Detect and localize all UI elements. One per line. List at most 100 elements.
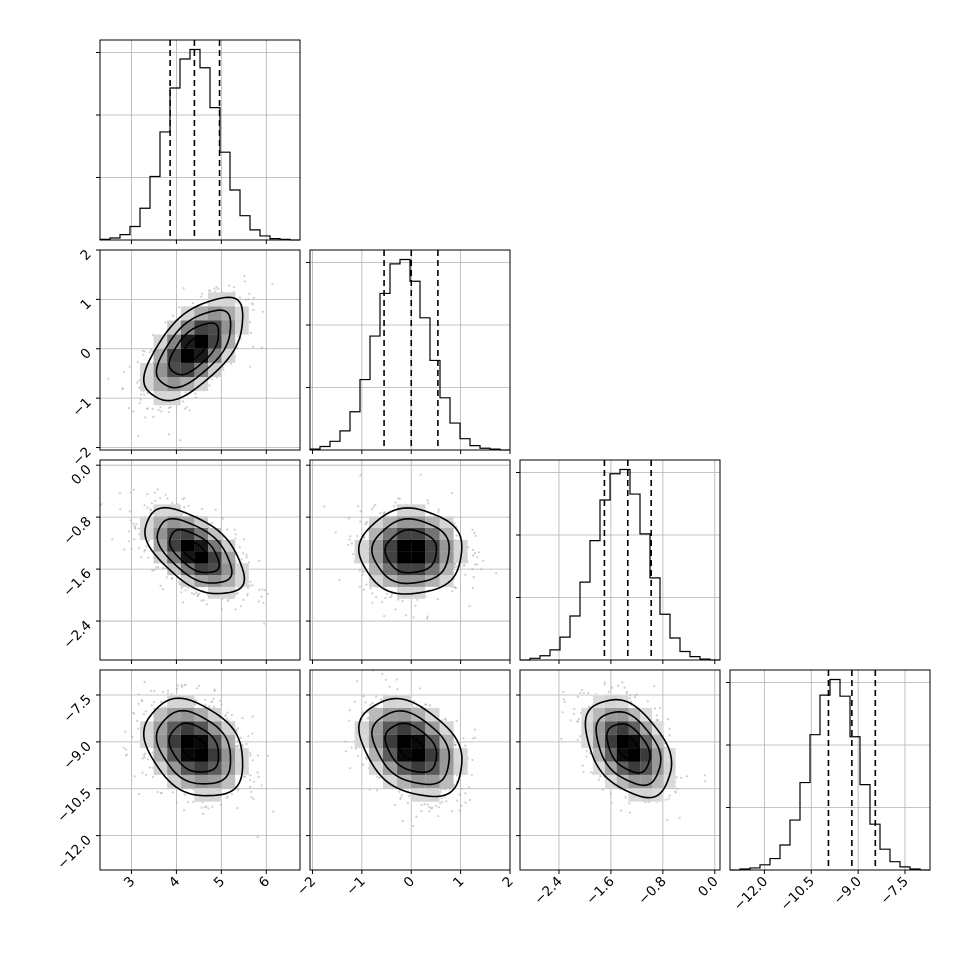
- density-cell: [153, 516, 168, 528]
- sample-point: [237, 302, 240, 306]
- sample-point: [476, 556, 479, 559]
- sample-point: [412, 616, 415, 619]
- sample-point: [462, 737, 465, 740]
- scatter-panel-4-1: [96, 669, 301, 874]
- panel-content: [100, 460, 300, 660]
- sample-point: [183, 809, 186, 812]
- sample-point: [249, 785, 252, 789]
- sample-point: [434, 805, 438, 808]
- sample-point: [137, 434, 140, 437]
- histogram-steps: [309, 258, 510, 451]
- sample-point: [233, 528, 236, 531]
- sample-point: [147, 539, 150, 543]
- sample-point: [250, 796, 253, 799]
- sample-point: [237, 787, 240, 790]
- histogram-panel-4: [726, 669, 931, 874]
- density-cell: [368, 563, 383, 576]
- sample-point: [144, 416, 147, 419]
- density-cell: [397, 516, 412, 528]
- sample-point: [396, 688, 399, 691]
- density-cell: [439, 748, 454, 762]
- sample-point: [100, 503, 103, 506]
- sample-point: [464, 801, 467, 804]
- sample-point: [190, 591, 194, 595]
- sample-point: [137, 379, 140, 382]
- sample-point: [247, 735, 250, 738]
- sample-point: [146, 493, 149, 496]
- density-cell: [411, 563, 426, 576]
- sample-point: [448, 788, 451, 791]
- sample-point: [141, 771, 144, 774]
- sample-point: [436, 598, 439, 601]
- density-cell: [368, 734, 383, 749]
- density-cell: [167, 377, 181, 392]
- sample-point: [142, 353, 145, 356]
- sample-point: [182, 400, 185, 403]
- sample-point: [182, 601, 185, 604]
- sample-point: [207, 807, 210, 810]
- sample-point: [122, 370, 125, 373]
- density-cell: [153, 504, 168, 517]
- sample-point: [354, 747, 357, 750]
- density-cell: [425, 551, 440, 564]
- sample-point: [398, 497, 401, 500]
- density-cell: [397, 563, 412, 576]
- density-cell: [453, 539, 468, 552]
- density-cell: [439, 575, 454, 587]
- sample-point: [240, 337, 243, 340]
- sample-point: [370, 508, 374, 511]
- sample-point: [157, 408, 160, 411]
- sample-point: [412, 824, 415, 828]
- sample-point: [453, 585, 456, 588]
- sample-point: [123, 548, 126, 551]
- sample-point: [185, 406, 188, 409]
- sample-point: [471, 567, 474, 571]
- sample-point: [118, 492, 122, 495]
- sample-point: [246, 592, 249, 596]
- density-cell: [208, 528, 222, 540]
- sample-point: [348, 709, 351, 712]
- sample-point: [473, 728, 476, 731]
- sample-point: [272, 810, 275, 813]
- sample-point: [236, 740, 239, 743]
- sample-point: [148, 351, 151, 354]
- sample-point: [251, 584, 254, 587]
- sample-point: [221, 537, 224, 541]
- sample-point: [381, 672, 384, 676]
- density-cell: [368, 551, 383, 564]
- density-cell: [180, 707, 195, 722]
- sample-point: [213, 705, 216, 709]
- density-cell: [425, 528, 440, 540]
- density-cell: [411, 528, 426, 540]
- density-cell: [411, 516, 426, 528]
- density-cell: [167, 694, 181, 708]
- density-cell: [140, 528, 154, 540]
- density-cell: [425, 774, 440, 789]
- sample-point: [236, 789, 240, 792]
- density-cell: [453, 748, 468, 762]
- sample-point: [221, 366, 224, 369]
- sample-point: [146, 506, 149, 509]
- sample-point: [246, 586, 250, 589]
- density-cell: [194, 516, 208, 528]
- contour-line: [371, 517, 451, 585]
- sample-point: [230, 713, 233, 717]
- sample-point: [244, 298, 247, 301]
- density-cell: [397, 707, 412, 722]
- density-cell: [221, 539, 236, 552]
- density-cell: [208, 551, 222, 564]
- sample-point: [397, 598, 400, 601]
- scatter-panel-3-1: [96, 459, 301, 664]
- sample-point: [175, 801, 178, 804]
- sample-point: [241, 743, 244, 746]
- sample-point: [226, 599, 229, 603]
- sample-point: [477, 551, 480, 554]
- sample-point: [137, 727, 140, 730]
- sample-point: [427, 502, 430, 505]
- sample-point: [428, 704, 431, 707]
- density-cell: [180, 694, 195, 708]
- density-cell: [368, 707, 383, 722]
- sample-point: [139, 398, 142, 401]
- sample-point: [472, 554, 475, 557]
- sample-point: [378, 667, 380, 669]
